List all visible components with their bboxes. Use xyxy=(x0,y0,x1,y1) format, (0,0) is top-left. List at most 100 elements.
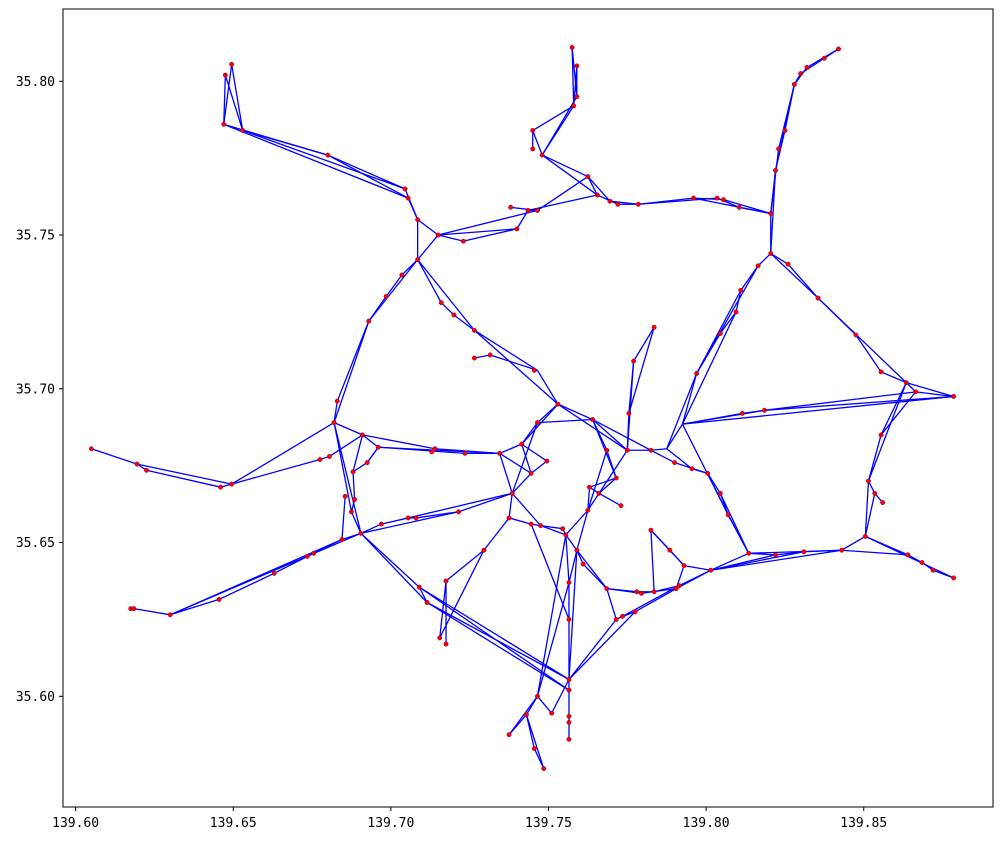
edge-9 xyxy=(327,154,409,199)
node-49 xyxy=(352,497,358,502)
y-axis: 35.60 35.65 35.70 35.75 35.80 xyxy=(16,75,63,705)
node-91 xyxy=(872,490,878,496)
node-127 xyxy=(574,547,580,553)
node-96 xyxy=(951,394,957,399)
node-59 xyxy=(432,446,438,452)
plot-frame xyxy=(62,8,994,808)
edge-120 xyxy=(683,564,711,571)
node-155 xyxy=(585,507,591,513)
edge-269 xyxy=(169,598,220,616)
edge-148 xyxy=(540,525,567,536)
node-19 xyxy=(574,63,580,69)
node-162 xyxy=(167,612,173,618)
edge-5 xyxy=(242,129,328,156)
edge-110 xyxy=(841,549,908,556)
node-1 xyxy=(222,72,228,78)
node-114 xyxy=(673,586,679,592)
y-tick-label-1: 35.65 xyxy=(16,536,55,551)
edge-59 xyxy=(770,170,777,254)
node-131 xyxy=(560,526,566,532)
edge-68 xyxy=(681,373,698,425)
edge-181 xyxy=(350,511,362,534)
edge-152 xyxy=(439,580,447,638)
node-18 xyxy=(569,44,575,50)
edge-186 xyxy=(362,434,379,448)
edge-245 xyxy=(417,259,475,331)
edge-261 xyxy=(231,422,335,485)
node-92 xyxy=(880,500,886,506)
node-120 xyxy=(639,590,644,596)
edge-240 xyxy=(474,354,491,359)
edge-270 xyxy=(133,608,171,616)
edge-192 xyxy=(385,274,403,297)
edge-227 xyxy=(628,327,655,414)
edge-67 xyxy=(681,311,737,425)
node-58 xyxy=(462,450,468,456)
node-156 xyxy=(342,493,348,499)
node-84 xyxy=(725,512,731,518)
edge-188 xyxy=(333,400,338,423)
edge-160 xyxy=(536,534,567,697)
edge-209 xyxy=(521,443,532,474)
node-107 xyxy=(853,332,859,338)
edge-159 xyxy=(568,550,578,680)
node-17 xyxy=(571,103,577,109)
node-152 xyxy=(587,484,592,490)
node-39 xyxy=(415,257,421,263)
edge-71 xyxy=(787,263,819,299)
edge-253 xyxy=(366,446,379,463)
edge-0 xyxy=(231,64,244,131)
node-108 xyxy=(878,369,884,375)
plot-area xyxy=(63,9,993,807)
edge-187 xyxy=(333,422,363,436)
node-26 xyxy=(691,195,696,201)
node-66 xyxy=(531,367,537,373)
edge-206 xyxy=(511,422,539,494)
edge-80 xyxy=(880,382,907,436)
node-90 xyxy=(866,478,871,484)
node-45 xyxy=(360,432,365,438)
edge-238 xyxy=(536,369,559,405)
edge-66 xyxy=(696,333,721,374)
edge-167 xyxy=(536,695,553,714)
edge-239 xyxy=(489,354,538,371)
node-24 xyxy=(615,201,621,207)
node-132 xyxy=(538,523,544,529)
edge-180 xyxy=(418,586,428,603)
edge-237 xyxy=(576,510,589,551)
edge-262 xyxy=(136,463,232,485)
node-136 xyxy=(443,578,449,584)
node-121 xyxy=(634,589,640,595)
edge-268 xyxy=(218,572,275,601)
edge-210 xyxy=(499,452,532,474)
edge-149 xyxy=(508,493,513,519)
edge-137 xyxy=(568,611,636,680)
node-75 xyxy=(624,447,630,453)
edge-95 xyxy=(650,448,667,451)
node-135 xyxy=(481,547,487,553)
edge-28 xyxy=(532,105,575,132)
edge-276 xyxy=(606,588,617,620)
edge-230 xyxy=(598,477,617,494)
edge-232 xyxy=(598,492,622,507)
edge-203 xyxy=(458,492,513,513)
edge-55 xyxy=(800,57,825,75)
node-22 xyxy=(594,192,600,198)
node-85 xyxy=(746,550,752,556)
edge-170 xyxy=(508,695,538,736)
node-94 xyxy=(903,380,909,386)
node-73 xyxy=(604,447,610,453)
node-54 xyxy=(413,515,419,521)
edge-251 xyxy=(499,453,513,494)
node-95 xyxy=(913,389,919,395)
node-153 xyxy=(596,490,602,496)
edge-150 xyxy=(483,517,510,551)
edge-154 xyxy=(439,549,485,639)
node-101 xyxy=(733,309,739,315)
edge-248 xyxy=(362,434,436,450)
edge-19 xyxy=(437,209,538,236)
node-143 xyxy=(566,713,572,719)
node-103 xyxy=(755,263,761,269)
edge-173 xyxy=(525,714,545,769)
edge-242 xyxy=(453,314,475,331)
